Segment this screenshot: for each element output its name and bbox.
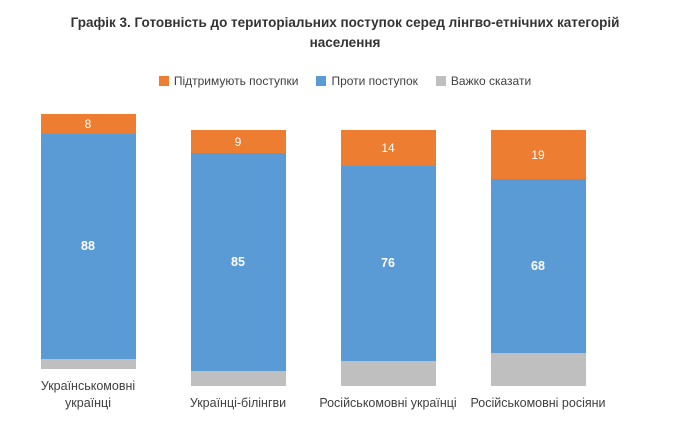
bars-row: 8 88 Українськомовні українці 9 85 Українці-б… — [0, 113, 690, 413]
segment-undecided — [190, 370, 286, 387]
stacked-bar: 19 68 — [490, 130, 586, 387]
segment-value-label: 76 — [381, 256, 395, 271]
category-label: Українськомовні українці — [40, 379, 136, 411]
legend: Підтримують поступки Проти поступок Важко … — [0, 74, 690, 88]
segment-against: 88 — [40, 133, 136, 360]
legend-label: Важко сказати — [450, 73, 532, 88]
segment-value-label: 9 — [234, 134, 242, 149]
legend-item: Підтримують поступки — [158, 73, 299, 88]
bar-column: 9 85 Українці-білінгви — [163, 130, 313, 412]
segment-against: 68 — [490, 179, 586, 354]
legend-item: Важко сказати — [435, 73, 532, 88]
segment-undecided — [340, 360, 436, 387]
stacked-bar: 9 85 — [190, 130, 286, 387]
legend-item: Проти поступок — [316, 73, 418, 88]
legend-swatch — [435, 75, 446, 86]
segment-against: 76 — [340, 166, 436, 361]
segment-value-label: 19 — [531, 147, 545, 162]
segment-undecided — [40, 359, 136, 370]
legend-label: Проти поступок — [331, 73, 418, 88]
bar-column: 14 76 Російськомовні українці — [313, 130, 463, 412]
segment-support: 8 — [40, 113, 136, 134]
category-label: Російськомовні українці — [319, 396, 457, 411]
category-label: Російськомовні росіяни — [470, 396, 606, 411]
segment-support: 19 — [490, 130, 586, 179]
stacked-bar: 14 76 — [340, 130, 436, 387]
segment-against: 85 — [190, 153, 286, 371]
legend-label: Підтримують поступки — [173, 73, 299, 88]
segment-value-label: 8 — [84, 116, 92, 131]
segment-value-label: 85 — [231, 254, 245, 269]
bar-column: 19 68 Російськомовні росіяни — [463, 130, 613, 412]
category-label: Українці-білінгви — [189, 396, 287, 411]
segment-value-label: 68 — [531, 258, 545, 273]
legend-swatch — [158, 75, 169, 86]
legend-swatch — [316, 75, 327, 86]
segment-value-label: 88 — [81, 239, 95, 254]
segment-undecided — [490, 353, 586, 387]
chart-title: Графік 3. Готовність до територіальних п… — [70, 15, 620, 51]
segment-value-label: 14 — [381, 141, 395, 156]
bar-column: 8 88 Українськомовні українці — [13, 113, 163, 413]
stacked-bar: 8 88 — [40, 113, 136, 370]
segment-support: 9 — [190, 130, 286, 154]
segment-support: 14 — [340, 130, 436, 167]
